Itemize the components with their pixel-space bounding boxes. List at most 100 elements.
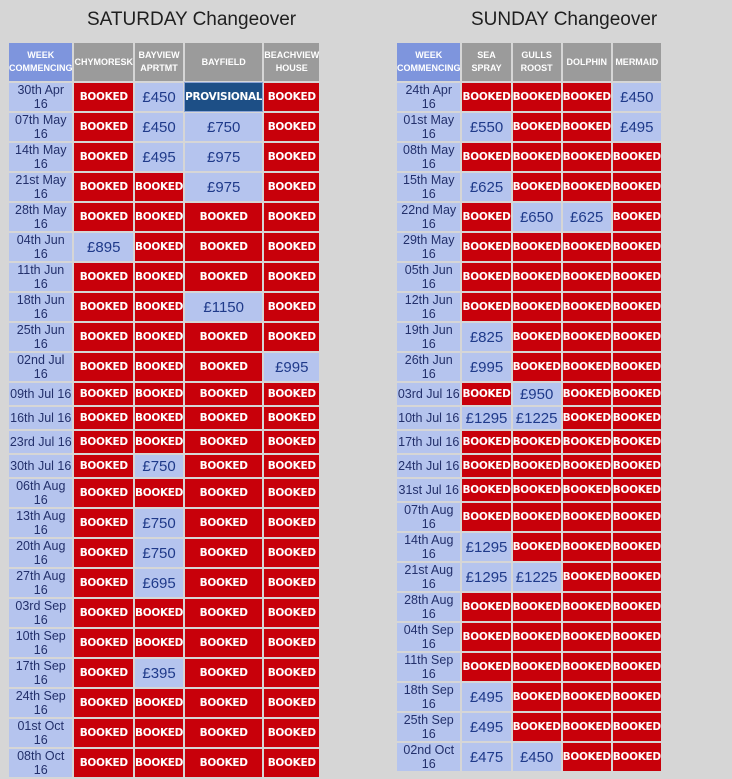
table-row: 18th Sep 16 £495 BOOKED BOOKED BOOKED [397,683,661,711]
available-price-cell[interactable]: £450 [135,113,184,141]
table-row: 12th Jun 16 BOOKED BOOKED BOOKED BOOKED [397,293,661,321]
table-row: 10th Sep 16 BOOKED BOOKED BOOKED BOOKED [9,629,320,657]
available-price-cell[interactable]: £450 [135,83,184,111]
table-row: 30th Apr 16 BOOKED £450 PROVISIONAL BOOKED [9,82,320,112]
booked-cell: BOOKED [264,203,320,231]
booked-cell: BOOKED [612,455,661,477]
table-row: 03rd Sep 16 BOOKED BOOKED BOOKED BOOKED [9,599,320,627]
booked-cell: BOOKED [562,623,611,651]
available-price-cell[interactable]: £475 [462,743,511,771]
booked-cell: BOOKED [135,263,183,291]
available-price-cell[interactable]: £975 [185,143,263,171]
week-date-cell: 07th May 16 [9,113,73,141]
week-date-cell: 17th Sep 16 [9,659,73,687]
booked-cell: BOOKED [612,593,661,621]
available-price-cell[interactable]: £950 [512,383,561,405]
property-header-bayfield: BAYFIELD [185,43,263,81]
booked-cell: BOOKED [512,353,561,381]
booked-cell: BOOKED [612,431,661,453]
available-price-cell[interactable]: £975 [185,173,263,201]
booked-cell: BOOKED [512,713,561,741]
available-price-cell[interactable]: £625 [462,173,511,201]
booked-cell: BOOKED [264,749,320,777]
booked-cell: BOOKED [512,293,561,321]
booked-cell: BOOKED [74,479,133,507]
booked-cell: BOOKED [562,173,611,201]
available-price-cell[interactable]: £395 [135,659,184,687]
week-date-cell: 04th Sep 16 [397,623,461,651]
booked-cell: BOOKED [185,323,263,351]
table-row: 02nd Oct 16 £475 £450 BOOKED BOOKED [397,743,661,771]
booked-cell: BOOKED [462,623,511,651]
booked-cell: BOOKED [562,83,611,111]
available-price-cell[interactable]: £1295 [462,407,511,429]
table-row: 30th Jul 16 BOOKED £750 BOOKED BOOKED [9,455,320,477]
available-price-cell[interactable]: £995 [264,353,320,381]
available-price-cell[interactable]: £895 [74,233,133,261]
available-price-cell[interactable]: £995 [462,353,511,381]
week-date-cell: 24th Apr 16 [397,83,461,111]
available-price-cell[interactable]: £695 [135,569,184,597]
booked-cell: BOOKED [135,353,183,381]
table-row: 21st May 16 BOOKED BOOKED £975 BOOKED [9,173,320,201]
available-price-cell[interactable]: £750 [135,455,184,477]
booked-cell: BOOKED [74,719,133,747]
table-row: 24th Apr 16 BOOKED BOOKED BOOKED £450 [397,83,661,111]
booked-cell: BOOKED [264,407,320,429]
sunday-changeover-title: SUNDAY Changeover [471,9,658,30]
available-price-cell[interactable]: £625 [562,203,611,231]
booked-cell: BOOKED [562,431,611,453]
available-price-cell[interactable]: £1225 [512,407,561,429]
booked-cell: BOOKED [562,407,611,429]
week-date-cell: 10th Sep 16 [9,629,73,657]
booked-cell: BOOKED [462,83,511,111]
available-price-cell[interactable]: £450 [612,83,661,111]
available-price-cell[interactable]: £550 [462,113,511,141]
table-row: 26th Jun 16 £995 BOOKED BOOKED BOOKED [397,353,661,381]
week-date-cell: 23rd Jul 16 [9,431,73,453]
available-price-cell[interactable]: £495 [462,713,511,741]
week-date-cell: 19th Jun 16 [397,323,461,351]
available-price-cell[interactable]: £1295 [462,533,511,561]
available-price-cell[interactable]: £750 [135,509,184,537]
booked-cell: BOOKED [562,113,611,141]
table-body: 30th Apr 16 BOOKED £450 PROVISIONAL BOOKED 07… [9,82,320,777]
property-header-gulls-roost: GULLS ROOST [512,43,561,81]
saturday-changeover-title: SATURDAY Changeover [87,9,297,30]
booked-cell: BOOKED [135,407,183,429]
booked-cell: BOOKED [135,599,183,627]
available-price-cell[interactable]: £750 [185,113,263,141]
week-date-cell: 31st Jul 16 [397,479,461,501]
booked-cell: BOOKED [135,323,183,351]
week-date-cell: 06th Aug 16 [9,479,73,507]
available-price-cell[interactable]: £825 [462,323,511,351]
week-date-cell: 24th Jul 16 [397,455,461,477]
available-price-cell[interactable]: £750 [135,539,184,567]
booked-cell: BOOKED [74,599,133,627]
available-price-cell[interactable]: £1150 [185,293,263,321]
available-price-cell[interactable]: £1295 [462,563,511,591]
booked-cell: BOOKED [562,293,611,321]
week-date-cell: 21st May 16 [9,173,73,201]
table-row: 05th Jun 16 BOOKED BOOKED BOOKED BOOKED [397,263,661,291]
available-price-cell[interactable]: £1225 [512,563,561,591]
available-price-cell[interactable]: £495 [612,113,661,141]
available-price-cell[interactable]: £495 [462,683,511,711]
booked-cell: BOOKED [264,455,320,477]
table-row: 25th Sep 16 £495 BOOKED BOOKED BOOKED [397,713,661,741]
booked-cell: BOOKED [185,203,263,231]
booked-cell: BOOKED [612,479,661,501]
booked-cell: BOOKED [135,233,183,261]
booked-cell: BOOKED [512,431,561,453]
booked-cell: BOOKED [512,143,561,171]
booked-cell: BOOKED [185,431,263,453]
booked-cell: BOOKED [185,383,263,405]
booked-cell: BOOKED [512,683,561,711]
available-price-cell[interactable]: £450 [512,743,561,771]
booked-cell: BOOKED [462,233,511,261]
booked-cell: BOOKED [512,593,561,621]
available-price-cell[interactable]: £650 [512,203,561,231]
week-date-cell: 24th Sep 16 [9,689,73,717]
booked-cell: BOOKED [74,689,133,717]
available-price-cell[interactable]: £495 [135,143,184,171]
